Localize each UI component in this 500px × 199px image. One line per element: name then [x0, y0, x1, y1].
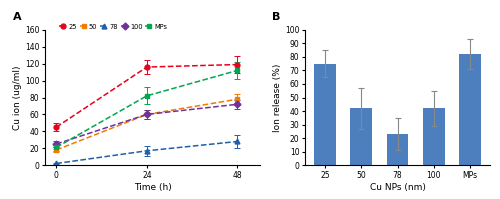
- Y-axis label: Ion release (%): Ion release (%): [273, 63, 282, 132]
- Bar: [459, 54, 481, 165]
- Bar: [386, 134, 408, 165]
- X-axis label: Time (h): Time (h): [134, 182, 172, 191]
- Text: B: B: [272, 12, 280, 22]
- Text: A: A: [13, 12, 22, 22]
- Legend: 25, 50, 78, 100, MPs: 25, 50, 78, 100, MPs: [59, 24, 168, 30]
- Bar: [423, 108, 444, 165]
- Bar: [350, 108, 372, 165]
- X-axis label: Cu NPs (nm): Cu NPs (nm): [370, 182, 426, 191]
- Y-axis label: Cu ion (ug/ml): Cu ion (ug/ml): [13, 65, 22, 130]
- Bar: [314, 64, 336, 165]
